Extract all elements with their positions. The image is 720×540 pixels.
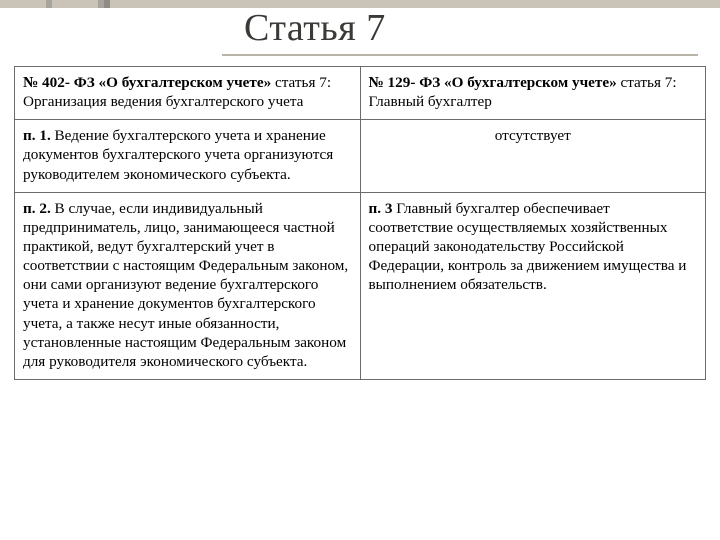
cell-lead: № 129- ФЗ «О бухгалтерском учете» [369,74,621,91]
comparison-table: № 402- ФЗ «О бухгалтерском учете» статья… [14,66,706,380]
cell-lead: № 402- ФЗ «О бухгалтерском учете» [23,74,275,91]
title-underline [222,54,698,56]
table-row: № 402- ФЗ «О бухгалтерском учете» статья… [15,67,706,120]
cell-rest: В случае, если индивидуальный предприним… [23,200,348,370]
cell-lead: п. 3 [369,200,397,217]
cell-rest: Ведение бухгалтерского учета и хранение … [23,127,333,182]
cell-lead: п. 1. [23,127,55,144]
cell-r2-right: п. 3 Главный бухгалтер обеспечивает соот… [360,192,706,379]
cell-rest: Главный бухгалтер обеспечивает соответст… [369,200,687,294]
cell-r1-right: отсутствует [360,120,706,192]
table-row: п. 2. В случае, если индивидуальный пред… [15,192,706,379]
table-row: п. 1. Ведение бухгалтерского учета и хра… [15,120,706,192]
cell-r0-left: № 402- ФЗ «О бухгалтерском учете» статья… [15,67,361,120]
cell-r2-left: п. 2. В случае, если индивидуальный пред… [15,192,361,379]
cell-r0-right: № 129- ФЗ «О бухгалтерском учете» статья… [360,67,706,120]
cell-rest: отсутствует [495,127,571,144]
cell-r1-left: п. 1. Ведение бухгалтерского учета и хра… [15,120,361,192]
cell-lead: п. 2. [23,200,55,217]
title-area: Статья 7 [0,8,720,62]
page-title: Статья 7 [244,6,386,50]
